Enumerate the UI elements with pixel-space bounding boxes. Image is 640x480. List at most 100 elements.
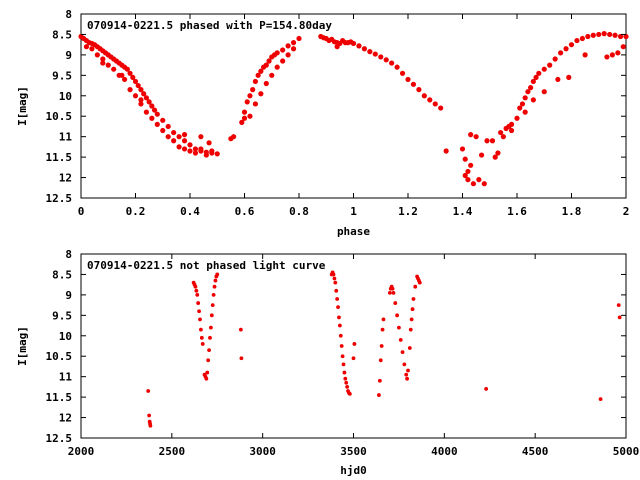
data-point bbox=[617, 315, 622, 320]
data-point bbox=[462, 172, 468, 179]
data-point bbox=[344, 380, 349, 385]
data-point bbox=[238, 327, 243, 332]
data-point bbox=[345, 384, 350, 389]
data-point bbox=[473, 134, 479, 140]
data-point bbox=[181, 146, 188, 152]
data-point bbox=[468, 132, 474, 138]
data-point bbox=[356, 43, 362, 49]
x-tick-label: 0.4 bbox=[180, 205, 200, 218]
data-point bbox=[536, 70, 542, 76]
data-point bbox=[149, 115, 155, 121]
x-tick-label: 1.2 bbox=[398, 205, 418, 218]
data-point bbox=[280, 47, 286, 53]
data-point bbox=[241, 115, 248, 121]
data-point bbox=[541, 66, 547, 72]
data-point bbox=[269, 72, 275, 78]
data-point bbox=[176, 134, 182, 140]
data-point bbox=[127, 70, 133, 76]
data-point bbox=[204, 376, 209, 381]
data-point bbox=[176, 144, 182, 150]
data-point bbox=[146, 99, 152, 105]
data-point bbox=[405, 76, 411, 83]
data-point bbox=[209, 313, 214, 318]
y-tick-label: 8.5 bbox=[52, 268, 72, 281]
data-point bbox=[390, 286, 395, 291]
y-tick-label: 11.5 bbox=[46, 151, 73, 164]
data-point bbox=[514, 115, 520, 121]
data-point bbox=[394, 64, 400, 70]
y-tick-label: 11.5 bbox=[46, 391, 73, 404]
y-tick-label: 12 bbox=[59, 172, 72, 185]
data-point bbox=[258, 68, 264, 74]
data-point bbox=[438, 105, 444, 111]
data-point bbox=[266, 58, 272, 64]
data-point bbox=[398, 337, 403, 342]
data-point bbox=[377, 378, 382, 383]
data-point bbox=[378, 54, 384, 60]
data-point bbox=[484, 138, 490, 144]
data-point bbox=[146, 389, 151, 393]
data-point bbox=[484, 387, 489, 391]
data-point bbox=[404, 372, 409, 377]
data-point bbox=[197, 309, 201, 314]
data-point bbox=[130, 74, 136, 80]
data-point bbox=[417, 280, 422, 285]
data-point bbox=[410, 307, 415, 312]
data-point bbox=[397, 325, 401, 330]
data-point bbox=[361, 46, 367, 52]
data-point bbox=[203, 152, 209, 158]
data-point bbox=[171, 138, 177, 144]
data-point bbox=[552, 56, 558, 62]
data-point bbox=[579, 35, 586, 42]
data-point bbox=[533, 74, 539, 80]
data-point bbox=[192, 146, 199, 152]
data-point bbox=[563, 46, 569, 52]
data-point bbox=[352, 342, 357, 346]
data-point bbox=[601, 31, 607, 37]
data-point bbox=[255, 72, 261, 78]
y-axis-ticks: 8 8.5 9 9.5 10 10.5 11 11.5 12 12.5 bbox=[46, 248, 626, 445]
data-point bbox=[405, 376, 409, 381]
data-point bbox=[408, 327, 413, 332]
data-point bbox=[132, 78, 139, 85]
y-axis-ticks: 8 8.5 9 9.5 10 10.5 11 11.5 12 12.5 bbox=[46, 8, 626, 205]
data-point bbox=[620, 44, 626, 50]
data-point bbox=[379, 344, 384, 348]
data-point bbox=[421, 93, 427, 99]
data-point bbox=[495, 150, 501, 156]
data-point bbox=[239, 356, 244, 361]
data-point bbox=[508, 127, 515, 134]
data-point bbox=[377, 393, 381, 397]
x-axis-label: hjd0 bbox=[340, 464, 367, 477]
data-point bbox=[154, 121, 160, 127]
data-point bbox=[623, 33, 629, 40]
data-point bbox=[481, 181, 487, 187]
data-point bbox=[193, 284, 198, 289]
data-point bbox=[263, 62, 269, 68]
data-point bbox=[194, 288, 199, 293]
data-point bbox=[462, 156, 468, 162]
data-point bbox=[337, 315, 341, 320]
data-point bbox=[160, 127, 166, 134]
data-point bbox=[135, 82, 141, 89]
x-tick-label: 1.4 bbox=[453, 205, 473, 218]
y-tick-label: 10.5 bbox=[46, 110, 73, 123]
data-point bbox=[258, 91, 264, 97]
data-point bbox=[555, 76, 561, 83]
y-tick-label: 11 bbox=[59, 131, 73, 144]
data-point bbox=[111, 66, 117, 72]
data-point bbox=[124, 66, 130, 72]
data-point bbox=[558, 50, 564, 56]
data-point bbox=[399, 70, 406, 76]
phased-light-curve-panel: 0 0.2 0.4 0.6 0.8 1 1.2 1.4 1.6 1.8 2 8 8.5 9 9.5 10 10… bbox=[16, 8, 629, 238]
data-point bbox=[333, 280, 338, 285]
data-point bbox=[465, 168, 471, 175]
data-point bbox=[350, 40, 357, 47]
data-point bbox=[165, 123, 171, 130]
data-point bbox=[83, 44, 90, 50]
data-point bbox=[343, 376, 348, 381]
data-point bbox=[290, 40, 297, 46]
chart-title: 070914-0221.5 phased with P=154.80day bbox=[87, 19, 332, 32]
data-point bbox=[332, 276, 337, 281]
data-point bbox=[207, 348, 211, 352]
